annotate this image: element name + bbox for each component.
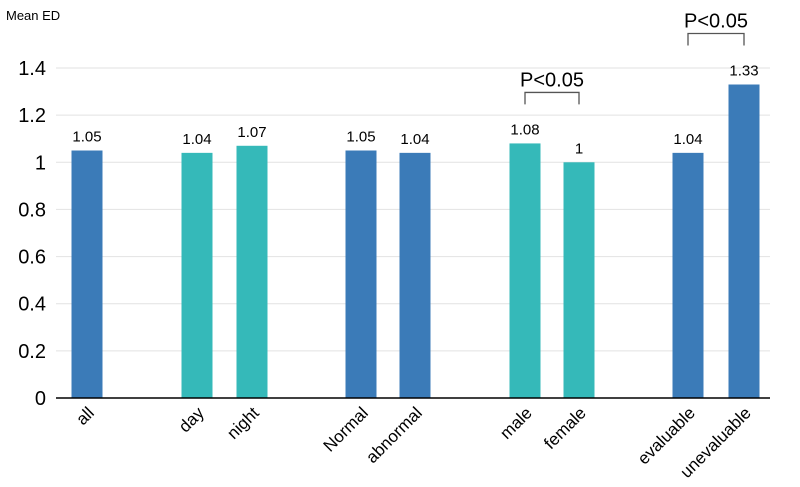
significance-label: P<0.05	[520, 69, 584, 91]
value-label: 1.05	[72, 129, 101, 146]
x-tick-label: abnormal	[362, 403, 426, 467]
x-tick-label: Normal	[320, 403, 372, 455]
x-tick-label: all	[72, 403, 97, 428]
bar-day	[181, 152, 213, 398]
y-tick-label: 0.4	[18, 294, 46, 316]
y-tick-label: 1.2	[18, 105, 46, 127]
significance-label: P<0.05	[684, 11, 748, 33]
value-label: 1.04	[182, 131, 211, 148]
value-label: 1.08	[510, 121, 539, 138]
bar-female	[563, 162, 595, 398]
y-tick-label: 1.4	[18, 58, 46, 80]
value-label: 1.05	[346, 129, 375, 146]
y-tick-labels: 0 0.2 0.4 0.6 0.8 1 1.2 1.4	[18, 58, 46, 410]
x-tick-label: day	[175, 403, 208, 436]
y-tick-label: 0.6	[18, 247, 46, 269]
significance-annotations: P<0.05 P<0.05	[520, 11, 748, 105]
value-label: 1.04	[400, 131, 429, 148]
value-labels: 1.05 1.04 1.07 1.05 1.04 1.08 1 1.04 1.33	[72, 63, 758, 158]
y-tick-label: 0	[35, 388, 46, 410]
y-tick-label: 1	[35, 152, 46, 174]
bar-abnormal	[399, 152, 431, 398]
value-label: 1.07	[237, 124, 266, 141]
bar-normal	[345, 150, 377, 398]
bar-night	[236, 145, 268, 398]
value-label: 1	[575, 140, 583, 157]
bar-all	[71, 150, 103, 398]
value-label: 1.04	[673, 131, 702, 148]
y-tick-label: 0.8	[18, 199, 46, 221]
x-tick-label: night	[223, 403, 263, 443]
y-tick-label: 0.2	[18, 341, 46, 363]
bar-evaluable	[672, 152, 704, 398]
significance-bracket	[687, 32, 745, 46]
significance-bracket	[524, 91, 580, 105]
bar-unevaluable	[728, 84, 760, 398]
value-label: 1.33	[729, 63, 758, 80]
bar-male	[509, 143, 541, 398]
x-tick-label: male	[496, 403, 535, 442]
bars	[71, 84, 760, 398]
x-tick-label: female	[540, 403, 590, 453]
y-axis-title: Mean ED	[6, 8, 61, 23]
